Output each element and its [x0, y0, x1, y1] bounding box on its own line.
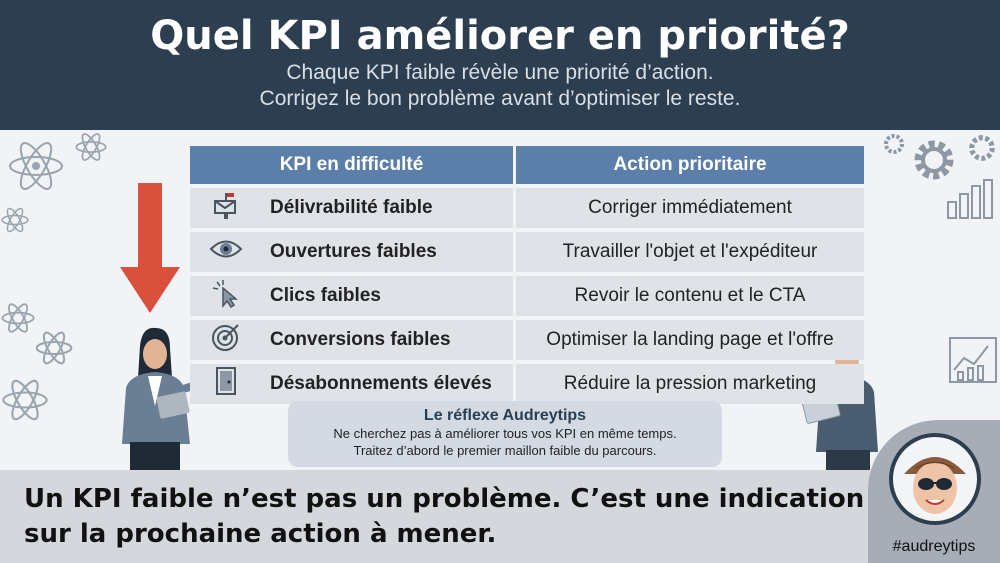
column-header-kpi: KPI en difficulté — [190, 146, 513, 184]
kpi-action: Réduire la pression marketing — [513, 364, 864, 404]
atom-icon — [2, 379, 48, 421]
gear-icon — [884, 134, 904, 154]
key-message-line-1: Un KPI faible n’est pas un problème. C’e… — [24, 484, 865, 514]
gear-icon — [969, 135, 995, 161]
bottom-banner — [0, 470, 1000, 563]
atom-icon — [75, 133, 107, 161]
header-banner: Quel KPI améliorer en priorité? Chaque K… — [0, 0, 1000, 130]
cursor-click-icon — [190, 276, 262, 316]
kpi-name: Ouvertures faibles — [262, 232, 513, 272]
table-row: Ouvertures faibles Travailler l'objet et… — [190, 232, 864, 272]
table-row: Clics faibles Revoir le contenu et le CT… — [190, 276, 864, 316]
gear-icon — [914, 140, 954, 180]
atom-icon — [35, 331, 73, 365]
reflex-line-2: Traitez d’abord le premier maillon faibl… — [353, 443, 657, 458]
kpi-action: Optimiser la landing page et l'offre — [513, 320, 864, 360]
kpi-action: Travailler l'objet et l'expéditeur — [513, 232, 864, 272]
kpi-name: Conversions faibles — [262, 320, 513, 360]
subtitle-line-1: Chaque KPI faible révèle une priorité d’… — [286, 61, 714, 84]
mailbox-icon — [190, 188, 262, 228]
subtitle-line-2: Corrigez le bon problème avant d’optimis… — [259, 87, 741, 110]
reflex-title: Le réflexe Audreytips — [423, 407, 587, 424]
key-message: Un KPI faible n’est pas un problème. C’e… — [24, 482, 874, 552]
page-title: Quel KPI améliorer en priorité? — [150, 13, 850, 59]
table-row: Conversions faibles Optimiser la landing… — [190, 320, 864, 360]
table-row: Désabonnements élevés Réduire la pressio… — [190, 364, 864, 404]
key-message-line-2: sur la prochaine action à mener. — [24, 519, 497, 549]
kpi-action: Corriger immédiatement — [513, 188, 864, 228]
kpi-name: Clics faibles — [262, 276, 513, 316]
eye-icon — [190, 232, 262, 272]
target-icon — [190, 320, 262, 360]
woman-presenter-illustration — [122, 327, 212, 472]
bar-chart-icon — [947, 179, 993, 219]
exit-door-icon — [190, 364, 262, 404]
atom-icon — [9, 142, 63, 190]
kpi-table: KPI en difficulté Action prioritaire Dél… — [190, 142, 864, 408]
reflex-callout: Le réflexe Audreytips Ne cherchez pas à … — [288, 401, 722, 467]
arrow-down-icon — [120, 183, 180, 313]
atom-icon — [1, 303, 35, 333]
hashtag-label: #audreytips — [892, 538, 976, 555]
kpi-name: Délivrabilité faible — [262, 188, 513, 228]
table-header-row: KPI en difficulté Action prioritaire — [190, 146, 864, 184]
reflex-line-1: Ne cherchez pas à améliorer tous vos KPI… — [333, 426, 677, 441]
table-row: Délivrabilité faible Corriger immédiatem… — [190, 188, 864, 228]
atom-icon — [1, 207, 29, 233]
kpi-action: Revoir le contenu et le CTA — [513, 276, 864, 316]
kpi-name: Désabonnements élevés — [262, 364, 513, 404]
column-header-action: Action prioritaire — [513, 146, 864, 184]
avatar — [889, 433, 981, 525]
line-chart-icon — [949, 337, 997, 383]
